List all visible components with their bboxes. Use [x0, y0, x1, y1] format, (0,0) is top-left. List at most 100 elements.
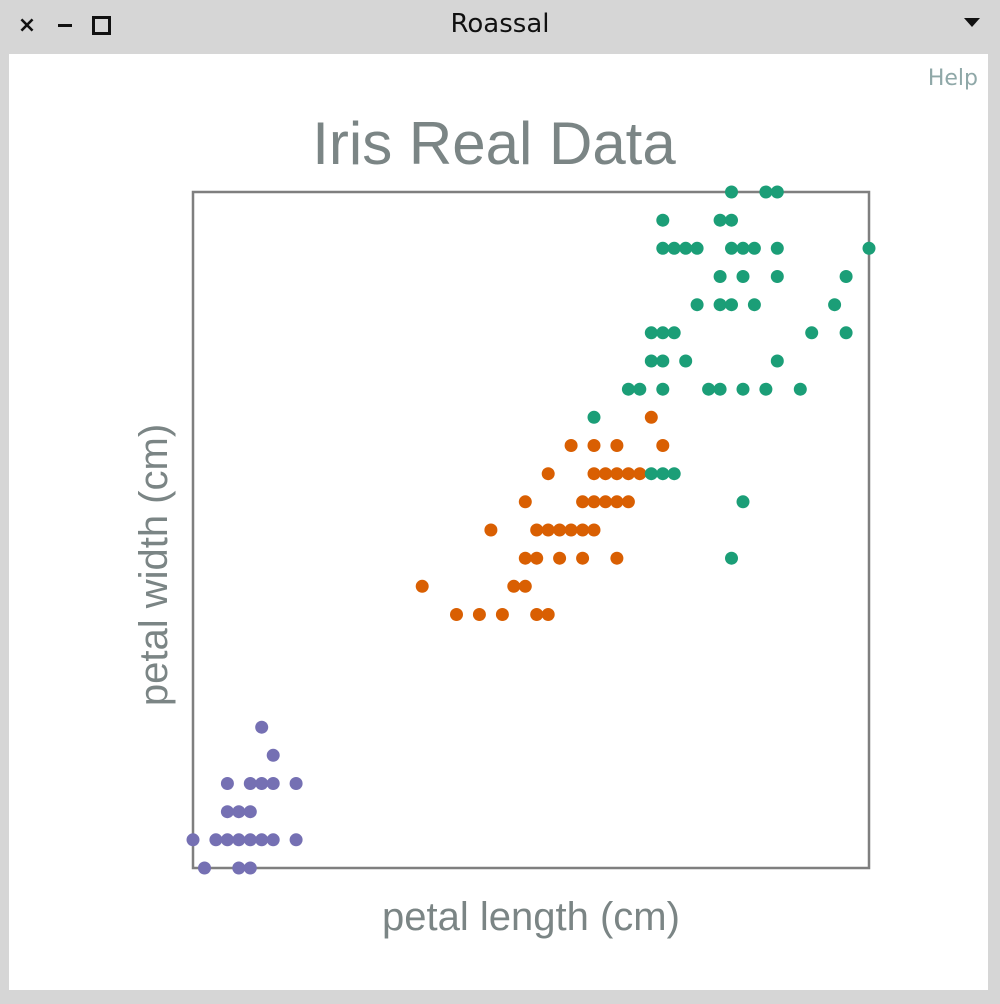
- data-point-s2-7: [656, 382, 670, 396]
- roassal-canvas[interactable]: Help Iris Real Data petal length (cm) pe…: [9, 54, 988, 990]
- data-point-s0-8: [232, 805, 246, 819]
- data-point-s2-39: [770, 241, 784, 255]
- data-point-s2-20: [713, 382, 727, 396]
- data-point-s2-6: [656, 467, 670, 481]
- data-point-s0-0: [186, 833, 200, 847]
- data-point-s0-3: [220, 833, 234, 847]
- data-point-s2-11: [656, 213, 670, 227]
- y-axis-label: petal width (cm): [132, 424, 176, 706]
- data-point-s0-5: [220, 777, 234, 790]
- data-point-s1-31: [610, 439, 624, 452]
- maximize-icon: [91, 15, 111, 35]
- data-point-s1-4: [484, 523, 498, 537]
- data-point-s2-14: [667, 241, 681, 255]
- data-point-s1-9: [530, 608, 544, 621]
- data-point-s2-33: [747, 298, 761, 312]
- data-point-s0-20: [289, 777, 303, 790]
- scatter-chart: Iris Real Data petal length (cm) petal w…: [132, 110, 876, 939]
- data-point-s2-22: [713, 270, 727, 283]
- minimize-button[interactable]: [52, 12, 78, 38]
- data-point-s2-9: [656, 326, 670, 340]
- data-point-s2-37: [770, 354, 784, 368]
- data-point-s0-17: [266, 777, 280, 790]
- data-point-s0-10: [243, 833, 257, 847]
- data-point-s1-17: [564, 523, 578, 537]
- data-point-s1-5: [507, 579, 521, 593]
- data-point-s2-4: [644, 326, 658, 340]
- data-point-s2-19: [702, 382, 716, 396]
- data-point-s2-28: [725, 185, 738, 199]
- data-point-s2-2: [633, 382, 647, 396]
- data-point-s0-11: [243, 805, 257, 819]
- data-points: [186, 185, 876, 875]
- data-point-s1-11: [530, 523, 544, 537]
- data-point-s1-16: [553, 523, 567, 537]
- data-point-s2-23: [713, 213, 727, 227]
- data-point-s2-8: [656, 354, 670, 368]
- maximize-button[interactable]: [88, 12, 114, 38]
- data-point-s2-29: [736, 495, 750, 509]
- data-point-s2-1: [621, 382, 635, 396]
- data-point-s1-34: [633, 467, 647, 481]
- data-point-s2-27: [725, 213, 738, 227]
- data-point-s1-15: [553, 551, 567, 565]
- data-point-s0-6: [232, 861, 246, 875]
- data-point-s2-42: [805, 326, 819, 340]
- title-bar[interactable]: × Roassal: [0, 0, 1000, 52]
- chart-title: Iris Real Data: [312, 110, 676, 177]
- data-point-s2-5: [644, 467, 658, 481]
- data-point-s1-27: [599, 467, 612, 481]
- data-point-s1-6: [518, 579, 532, 593]
- data-point-s2-24: [725, 551, 738, 565]
- data-point-s1-21: [576, 495, 590, 509]
- data-point-s1-14: [541, 467, 555, 481]
- data-point-s2-35: [759, 382, 773, 396]
- data-point-s0-14: [255, 777, 269, 790]
- data-point-s1-7: [518, 495, 532, 509]
- data-point-s2-16: [679, 241, 693, 255]
- help-link[interactable]: Help: [927, 66, 978, 91]
- data-point-s2-45: [839, 270, 853, 283]
- data-point-s2-0: [587, 410, 601, 424]
- data-point-s1-33: [621, 467, 635, 481]
- data-point-s2-17: [690, 298, 704, 312]
- data-point-s1-13: [541, 523, 555, 537]
- data-point-s2-30: [736, 382, 750, 396]
- data-point-s1-2: [472, 608, 486, 621]
- data-point-s2-10: [656, 241, 670, 255]
- data-point-s1-26: [599, 495, 612, 509]
- data-point-s1-23: [587, 495, 601, 509]
- close-icon: ×: [17, 12, 37, 38]
- data-point-s0-2: [209, 833, 223, 847]
- close-button[interactable]: ×: [14, 12, 40, 38]
- data-point-s1-35: [644, 410, 658, 424]
- data-point-s0-16: [266, 833, 280, 847]
- data-point-s2-38: [770, 270, 784, 283]
- data-point-s1-30: [610, 467, 624, 481]
- data-point-s0-18: [266, 748, 280, 762]
- data-point-s2-32: [736, 241, 750, 255]
- data-point-s1-10: [530, 551, 544, 565]
- chevron-down-icon[interactable]: [964, 18, 980, 27]
- data-point-s0-15: [255, 720, 269, 734]
- data-point-s1-24: [587, 467, 601, 481]
- minimize-icon: [58, 23, 72, 27]
- data-point-s1-19: [576, 551, 590, 565]
- window-title: Roassal: [450, 9, 550, 39]
- data-point-s2-13: [667, 326, 681, 340]
- x-axis-label: petal length (cm): [382, 895, 680, 939]
- data-point-s2-3: [644, 354, 658, 368]
- data-point-s2-43: [828, 298, 842, 312]
- data-point-s1-28: [610, 551, 624, 565]
- data-point-s0-7: [232, 833, 246, 847]
- data-point-s1-12: [541, 608, 555, 621]
- data-point-s1-0: [415, 579, 429, 593]
- data-point-s1-22: [587, 523, 601, 537]
- data-point-s2-40: [770, 185, 784, 199]
- data-point-s2-18: [690, 241, 704, 255]
- data-point-s2-36: [759, 185, 773, 199]
- data-point-s2-44: [839, 326, 853, 340]
- data-point-s0-9: [243, 861, 257, 875]
- data-point-s0-13: [255, 833, 269, 847]
